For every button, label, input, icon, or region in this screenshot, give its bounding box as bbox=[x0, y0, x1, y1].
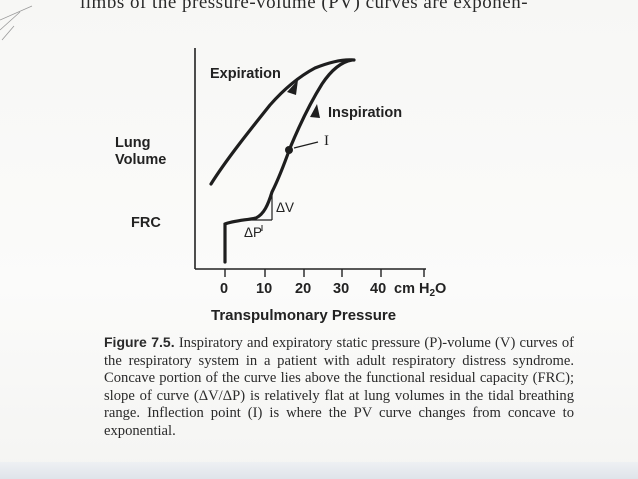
inflection-leader-line bbox=[293, 141, 319, 149]
x-unit-suffix: O bbox=[435, 281, 447, 297]
x-axis-title: Transpulmonary Pressure bbox=[211, 307, 397, 324]
lung-volume-label-line1: Lung bbox=[115, 135, 151, 151]
page-bottom-edge bbox=[0, 462, 638, 479]
caption-figure-label: Figure 7.5. bbox=[104, 334, 175, 350]
x-tick-label-40: 40 bbox=[370, 281, 387, 297]
delta-p-label: ΔP bbox=[244, 225, 263, 240]
caption-text: Inspiratory and expiratory static pressu… bbox=[104, 335, 574, 439]
x-unit-prefix: cm H bbox=[394, 281, 430, 297]
inspiration-curve bbox=[223, 58, 354, 264]
delta-v-label: ΔV bbox=[276, 200, 295, 215]
inspiration-arrow-icon bbox=[310, 104, 320, 118]
inflection-point-marker bbox=[285, 146, 293, 154]
expiration-arrow-icon bbox=[287, 80, 298, 95]
x-tick-label-10: 10 bbox=[256, 281, 273, 297]
x-tick-label-20: 20 bbox=[295, 281, 312, 297]
scratch-marks bbox=[0, 5, 33, 41]
x-tick-label-0: 0 bbox=[220, 281, 229, 297]
inflection-label: I bbox=[324, 133, 329, 149]
x-unit-label: cm H2O bbox=[394, 281, 446, 299]
x-ticks bbox=[224, 269, 425, 277]
frc-label: FRC bbox=[131, 215, 161, 231]
lung-volume-label-line2: Volume bbox=[115, 152, 167, 168]
inspiration-label: Inspiration bbox=[328, 105, 403, 121]
header-text-line: limbs of the pressure-volume (PV) curves… bbox=[80, 0, 529, 13]
expiration-curve bbox=[209, 58, 356, 186]
x-tick-label-30: 30 bbox=[333, 281, 350, 297]
expiration-label: Expiration bbox=[210, 66, 281, 82]
x-unit-subscript: 2 bbox=[429, 288, 436, 299]
figure-caption: Figure 7.5. Inspiratory and expiratory s… bbox=[104, 334, 574, 441]
